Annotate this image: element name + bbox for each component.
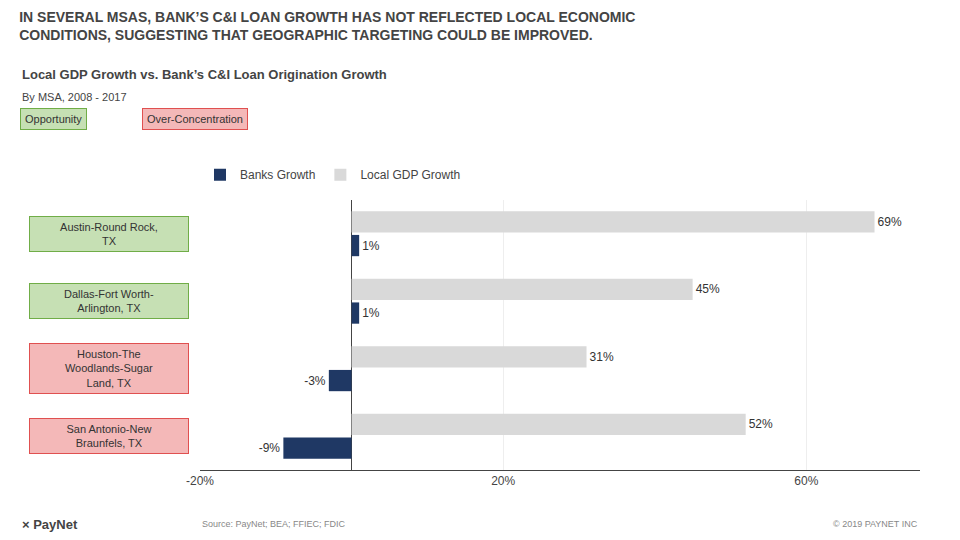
svg-text:1%: 1% <box>362 306 380 320</box>
svg-text:IN SEVERAL MSAS, BANK’S C&I LO: IN SEVERAL MSAS, BANK’S C&I LOAN GROWTH … <box>19 9 635 43</box>
svg-text:20%: 20% <box>491 474 515 488</box>
svg-text:San Antonio-NewBraunfels, TX: San Antonio-NewBraunfels, TX <box>66 423 151 449</box>
svg-text:45%: 45% <box>696 282 720 296</box>
svg-text:-9%: -9% <box>259 441 281 455</box>
svg-text:-3%: -3% <box>304 374 326 388</box>
svg-text:31%: 31% <box>590 350 614 364</box>
svg-text:Banks Growth: Banks Growth <box>240 168 315 182</box>
svg-text:60%: 60% <box>794 474 818 488</box>
svg-text:Source: PayNet; BEA; FFIEC; FD: Source: PayNet; BEA; FFIEC; FDIC <box>202 519 346 529</box>
svg-text:Over-Concentration: Over-Concentration <box>147 113 243 125</box>
svg-text:1%: 1% <box>362 239 380 253</box>
svg-text:Houston-TheWoodlands-SugarLand: Houston-TheWoodlands-SugarLand, TX <box>65 348 153 389</box>
svg-text:× PayNet: × PayNet <box>22 517 78 532</box>
svg-text:Local GDP Growth vs. Bank’s C&: Local GDP Growth vs. Bank’s C&I Loan Ori… <box>22 67 387 82</box>
svg-text:© 2019 PAYNET INC: © 2019 PAYNET INC <box>833 519 918 529</box>
svg-text:Local GDP Growth: Local GDP Growth <box>360 168 460 182</box>
svg-text:Austin-Round Rock,TX: Austin-Round Rock,TX <box>60 221 158 247</box>
svg-text:Opportunity: Opportunity <box>25 113 82 125</box>
svg-text:-20%: -20% <box>186 474 214 488</box>
svg-text:52%: 52% <box>749 417 773 431</box>
svg-text:Dallas-Fort Worth-Arlington, T: Dallas-Fort Worth-Arlington, TX <box>64 288 154 314</box>
svg-text:69%: 69% <box>878 215 902 229</box>
svg-text:By MSA, 2008 - 2017: By MSA, 2008 - 2017 <box>22 91 127 103</box>
